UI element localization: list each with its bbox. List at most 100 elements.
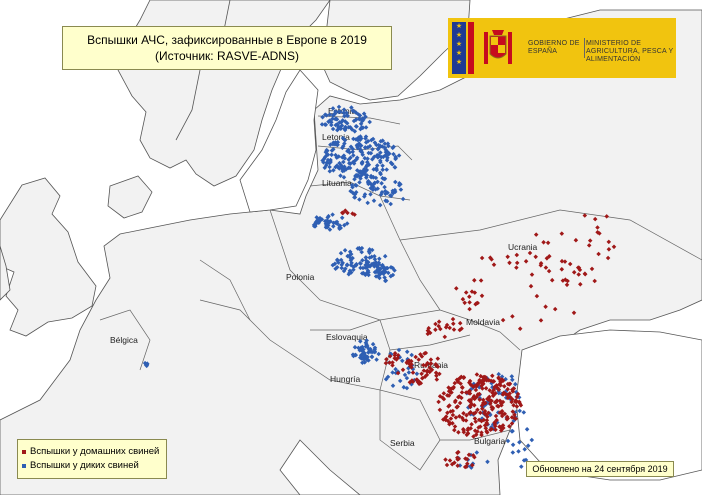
domestic-outbreak-marker (505, 254, 510, 260)
domestic-outbreak-marker (435, 356, 441, 361)
wild-outbreak-marker (364, 357, 370, 363)
wild-outbreak-marker (385, 265, 390, 271)
domestic-outbreak-marker (510, 387, 515, 392)
domestic-outbreak-marker (450, 412, 456, 418)
country-label: Moldavia (466, 317, 500, 327)
domestic-outbreak-marker (457, 320, 463, 326)
wild-outbreak-marker (358, 355, 363, 360)
wild-outbreak-marker (382, 141, 388, 146)
domestic-outbreak-marker (421, 368, 427, 373)
domestic-outbreak-marker (456, 377, 461, 382)
wild-outbreak-marker (370, 187, 376, 192)
wild-outbreak-marker (370, 341, 376, 347)
domestic-outbreak-marker (442, 416, 448, 421)
domestic-outbreak-marker (474, 301, 479, 306)
wild-outbreak-marker (388, 273, 394, 279)
domestic-outbreak-marker (509, 399, 514, 405)
adriatic-shape (279, 439, 361, 495)
country-label: Serbia (390, 438, 415, 448)
country-label: Letonia (322, 132, 350, 142)
wild-outbreak-marker (358, 346, 363, 352)
domestic-outbreak-marker (387, 353, 393, 359)
wild-outbreak-marker (366, 178, 371, 184)
wild-outbreak-marker (521, 410, 527, 415)
domestic-outbreak-marker (487, 388, 492, 393)
wild-outbreak-marker (351, 153, 356, 158)
wild-outbreak-marker (363, 340, 369, 345)
domestic-outbreak-marker (472, 416, 478, 421)
black-sea-shape (515, 329, 702, 481)
wild-outbreak-marker (379, 263, 385, 269)
domestic-outbreak-marker (482, 400, 487, 406)
domestic-outbreak-marker (441, 391, 447, 396)
domestic-outbreak-marker (488, 401, 493, 406)
domestic-outbreak-marker (461, 411, 466, 416)
domestic-outbreak-marker (505, 386, 510, 392)
domestic-outbreak-marker (452, 427, 457, 433)
wild-outbreak-marker (365, 200, 370, 206)
wild-outbreak-marker (354, 261, 359, 267)
domestic-outbreak-marker (456, 449, 461, 455)
wild-outbreak-marker (388, 193, 393, 198)
domestic-outbreak-marker (443, 457, 448, 462)
domestic-outbreak-marker (592, 278, 597, 284)
domestic-outbreak-marker (517, 326, 523, 331)
wild-outbreak-marker (358, 136, 364, 141)
wild-outbreak-marker (519, 464, 524, 469)
wild-outbreak-marker (522, 447, 527, 452)
domestic-outbreak-marker (457, 400, 463, 406)
wild-outbreak-marker (362, 192, 368, 197)
domestic-outbreak-marker (451, 327, 457, 332)
domestic-outbreak-marker (409, 365, 414, 370)
domestic-outbreak-marker (529, 272, 535, 277)
wild-outbreak-marker (366, 272, 371, 278)
country-label: Estonia (328, 106, 357, 116)
domestic-outbreak-marker (478, 410, 483, 416)
domestic-outbreak-marker (513, 416, 518, 421)
domestic-outbreak-marker (428, 361, 433, 367)
wild-outbreak-marker (358, 261, 363, 266)
wild-outbreak-marker (335, 257, 340, 263)
spain-flag-stripe-icon (468, 22, 474, 74)
red-marker-icon (22, 450, 26, 454)
domestic-outbreak-marker (472, 454, 477, 460)
wild-outbreak-marker (389, 161, 395, 167)
wild-outbreak-marker (358, 265, 363, 271)
wild-outbreak-marker (367, 255, 372, 260)
domestic-outbreak-marker (473, 432, 479, 437)
wild-outbreak-marker (382, 145, 388, 151)
domestic-outbreak-marker (465, 430, 471, 436)
updated-date-text: Обновлено на 24 сентября 2019 (532, 464, 668, 474)
wild-outbreak-marker (390, 188, 395, 194)
domestic-outbreak-marker (473, 419, 478, 424)
wild-outbreak-marker (370, 261, 376, 267)
wild-outbreak-marker (348, 155, 353, 160)
domestic-outbreak-marker (459, 385, 465, 390)
wild-outbreak-marker (517, 440, 522, 445)
wild-outbreak-marker (369, 354, 375, 359)
logo-divider (584, 38, 585, 58)
wild-outbreak-marker (509, 429, 515, 434)
domestic-outbreak-marker (390, 360, 395, 365)
wild-outbreak-marker (313, 220, 319, 225)
domestic-outbreak-marker (434, 363, 439, 368)
wild-outbreak-marker (380, 163, 385, 168)
domestic-outbreak-marker (461, 427, 466, 433)
domestic-outbreak-marker (390, 363, 395, 368)
wild-outbreak-marker (347, 161, 352, 166)
domestic-outbreak-marker (447, 458, 453, 463)
wild-outbreak-marker (331, 224, 336, 229)
domestic-outbreak-marker (433, 321, 438, 327)
domestic-outbreak-marker (483, 375, 488, 380)
wild-outbreak-marker (316, 217, 322, 223)
domestic-outbreak-marker (395, 370, 401, 376)
domestic-outbreak-marker (490, 373, 495, 379)
domestic-outbreak-marker (546, 268, 552, 274)
wild-outbreak-marker (365, 268, 371, 273)
domestic-outbreak-marker (463, 290, 469, 295)
country-label: Bulgaria (474, 436, 505, 446)
domestic-pig-outbreaks-layer (340, 208, 617, 470)
wild-outbreak-marker (351, 136, 356, 142)
wild-outbreak-marker (357, 180, 362, 185)
domestic-outbreak-marker (484, 418, 490, 423)
